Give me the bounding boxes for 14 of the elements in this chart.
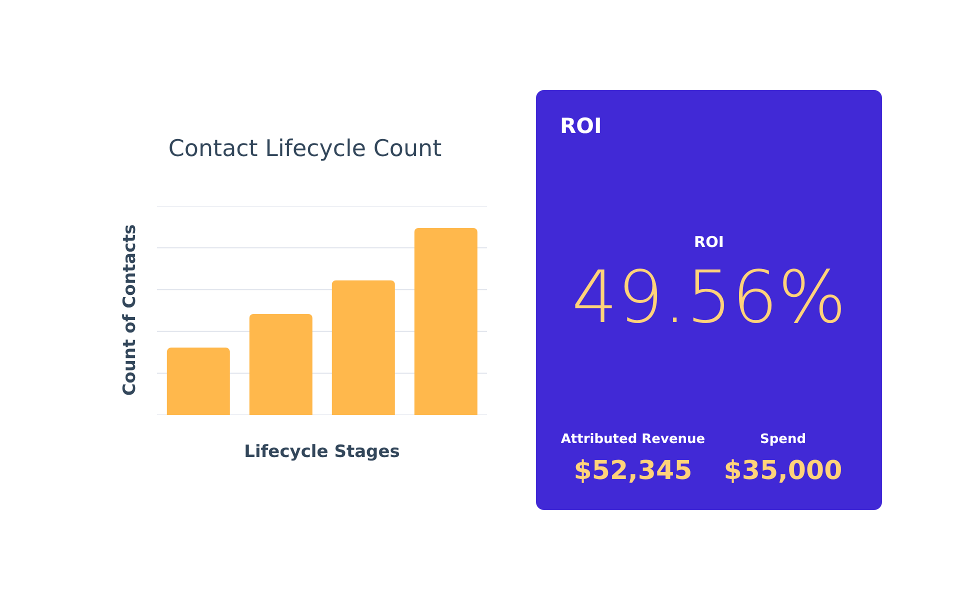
chart-title: Contact Lifecycle Count xyxy=(167,136,443,162)
text: $35,000 xyxy=(722,456,844,486)
x-axis-title: Lifecycle Stages xyxy=(243,442,401,462)
text: $52,345 xyxy=(572,456,694,486)
text: ROI xyxy=(693,233,725,251)
bar xyxy=(414,228,478,415)
text: ROI xyxy=(560,114,602,138)
bar xyxy=(166,348,230,415)
text: 49.56% xyxy=(570,255,848,339)
text: Attributed Revenue xyxy=(560,432,706,447)
text: Spend xyxy=(760,432,806,447)
bar xyxy=(332,280,395,415)
bar xyxy=(249,314,312,415)
y-axis-title: Count of Contacts xyxy=(120,223,140,398)
